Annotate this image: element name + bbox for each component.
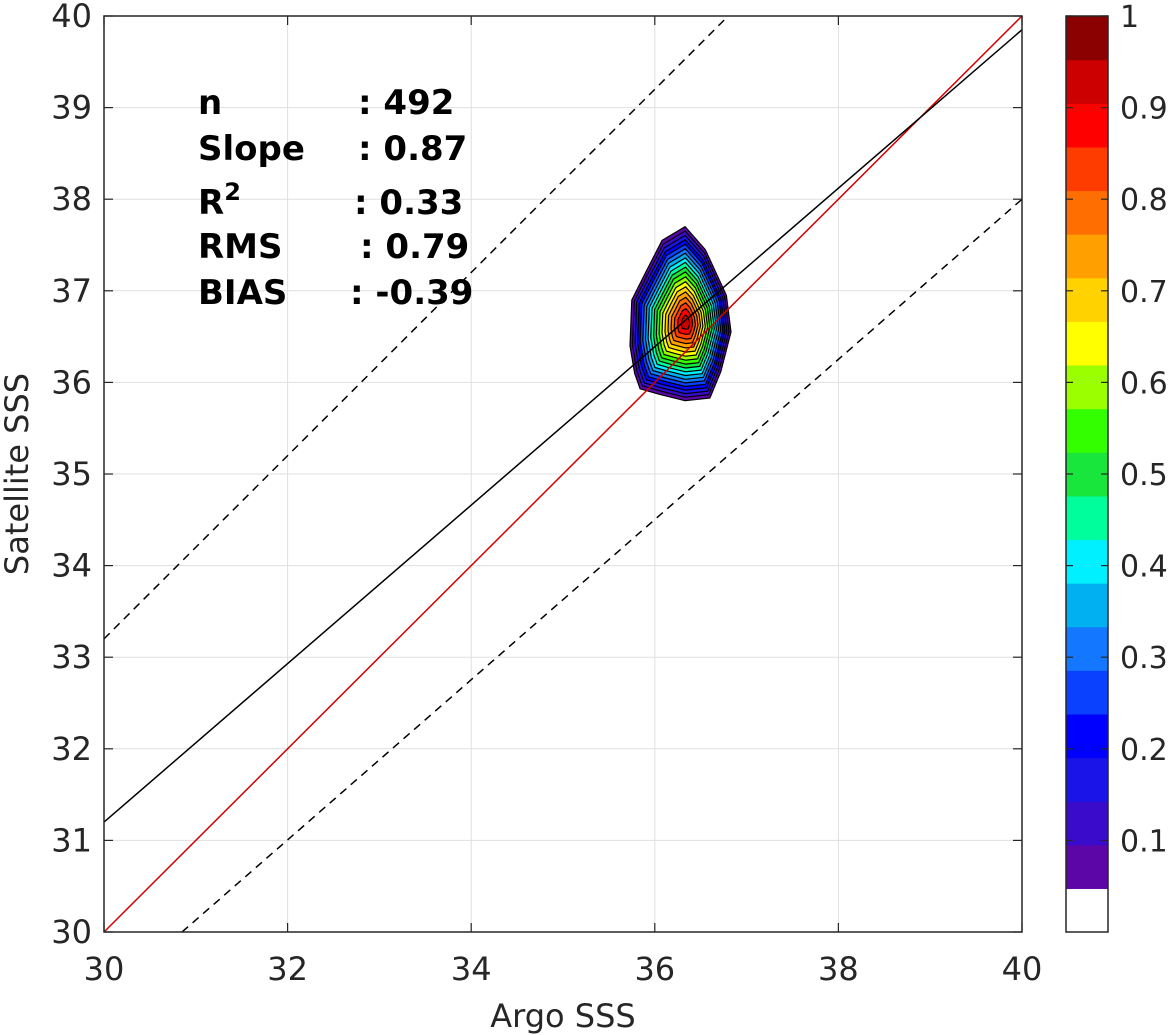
- x-axis-label: Argo SSS: [490, 997, 635, 1035]
- colorbar-tick-label: 0.7: [1120, 275, 1168, 310]
- stat-value: : 0.33: [354, 183, 463, 223]
- y-tick-label: 36: [51, 363, 92, 401]
- stat-label: RMS: [198, 227, 283, 267]
- reference-lines: [104, 16, 1022, 932]
- y-tick-label: 35: [51, 455, 92, 493]
- colorbar-segment: [1066, 146, 1108, 192]
- x-tick-label: 30: [84, 950, 125, 988]
- colorbar-segment: [1066, 757, 1108, 802]
- colorbar-segment: [1066, 888, 1108, 933]
- stat-value: : 492: [358, 83, 454, 123]
- x-tick-label: 38: [818, 950, 859, 988]
- colorbar-segment: [1066, 321, 1108, 366]
- colorbar-segment: [1066, 190, 1108, 235]
- colorbar-tick-label: 0.5: [1120, 458, 1168, 493]
- colorbar-segment: [1066, 713, 1108, 759]
- colorbar-tick-label: 1: [1120, 0, 1139, 35]
- colorbar-segment: [1066, 364, 1108, 410]
- axis-ticks: [103, 15, 1023, 933]
- stat-superscript: 2: [224, 178, 241, 206]
- colorbar-segment: [1066, 408, 1108, 453]
- x-tick-label: 40: [1002, 950, 1043, 988]
- stat-value: : 0.87: [358, 129, 467, 169]
- upper-bound-line: [104, 16, 729, 640]
- y-tick-label: 30: [51, 913, 92, 951]
- colorbar: 0.1 0.2 0.3 0.4 0.5 0.6 0.7 0.8 0.9 1: [1065, 0, 1168, 933]
- y-tick-label: 33: [51, 638, 92, 676]
- plot-area: [103, 15, 1023, 933]
- stat-value: : -0.39: [350, 273, 473, 313]
- y-tick-label: 38: [51, 180, 92, 218]
- y-tick-label: 31: [51, 821, 92, 859]
- y-tick-label: 39: [51, 89, 92, 127]
- y-tick-label: 37: [51, 272, 92, 310]
- stat-value: : 0.79: [360, 227, 469, 267]
- x-tick-labels: 30 32 34 36 38 40: [84, 950, 1043, 988]
- y-tick-labels: 30 31 32 33 34 35 36 37 38 39 40: [51, 0, 92, 951]
- x-tick-label: 34: [451, 950, 492, 988]
- colorbar-tick-label: 0.8: [1120, 183, 1168, 218]
- colorbar-segment: [1066, 801, 1108, 846]
- x-tick-label: 36: [634, 950, 675, 988]
- colorbar-tick-label: 0.3: [1120, 641, 1168, 676]
- lower-bound-line: [181, 198, 1022, 932]
- colorbar-segment: [1066, 103, 1108, 148]
- colorbar-tick-label: 0.9: [1120, 92, 1168, 127]
- colorbar-segment: [1066, 626, 1108, 671]
- colorbar-tick-label: 0.6: [1120, 366, 1168, 401]
- x-tick-label: 32: [267, 950, 308, 988]
- y-tick-label: 40: [51, 0, 92, 35]
- colorbar-segment: [1066, 495, 1108, 541]
- colorbar-tick-label: 0.2: [1120, 733, 1168, 768]
- colorbar-tick-label: 0.4: [1120, 550, 1168, 585]
- colorbar-segment: [1066, 539, 1108, 584]
- grid: [103, 15, 1023, 933]
- colorbar-segment: [1066, 583, 1108, 628]
- colorbar-segment: [1066, 670, 1108, 715]
- colorbar-segment: [1066, 277, 1108, 322]
- one-to-one-line: [104, 16, 1022, 932]
- y-axis-label: Satellite SSS: [0, 373, 36, 575]
- colorbar-segment: [1066, 234, 1108, 279]
- stat-label: BIAS: [198, 273, 287, 313]
- y-tick-label: 34: [51, 547, 92, 585]
- stat-label: Slope: [198, 129, 305, 169]
- colorbar-segment: [1066, 16, 1108, 61]
- y-tick-label: 32: [51, 730, 92, 768]
- regression-line: [104, 29, 1022, 823]
- colorbar-tick-label: 0.1: [1120, 824, 1168, 859]
- colorbar-segment: [1066, 844, 1108, 889]
- colorbar-segment: [1066, 59, 1108, 104]
- stat-label: n: [198, 83, 222, 123]
